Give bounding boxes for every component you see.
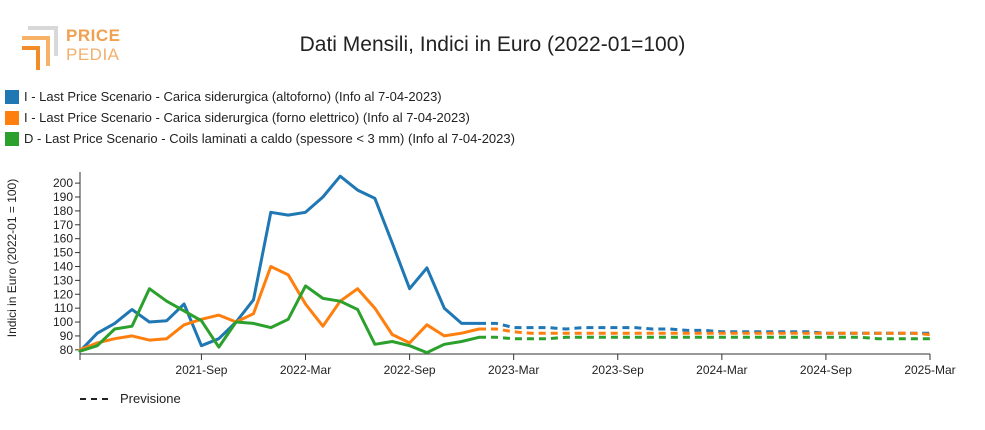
legend-item-coils[interactable]: D - Last Price Scenario - Coils laminati…	[5, 128, 515, 149]
legend-label-forno-elettrico: I - Last Price Scenario - Carica siderur…	[24, 110, 470, 125]
series-2-actual-line	[78, 284, 481, 355]
y-tick-label: 180	[53, 204, 73, 218]
series-2-forecast-line	[479, 335, 930, 341]
y-tick-label: 200	[53, 176, 73, 190]
y-tick-label: 150	[53, 246, 73, 260]
y-tick-label: 140	[53, 259, 73, 273]
y-tick-label: 160	[53, 232, 73, 246]
forecast-label: Previsione	[120, 391, 181, 406]
legend-label-altoforno: I - Last Price Scenario - Carica siderur…	[24, 89, 442, 104]
logo-text-pedia: PEDIA	[66, 45, 120, 64]
y-tick-label: 90	[60, 329, 74, 343]
y-tick-label: 190	[53, 190, 73, 204]
series-0-forecast-line	[479, 321, 930, 335]
y-tick-label: 120	[53, 287, 73, 301]
legend-label-coils: D - Last Price Scenario - Coils laminati…	[24, 131, 515, 146]
x-tick-label: 2025-Mar	[904, 363, 955, 377]
legend-item-altoforno[interactable]: I - Last Price Scenario - Carica siderur…	[5, 86, 515, 107]
x-tick-label: 2023-Mar	[488, 363, 539, 377]
series-1-actual-line	[78, 265, 481, 352]
series-1-forecast-line	[479, 327, 931, 336]
x-tick-label: 2022-Sep	[384, 363, 436, 377]
legend-swatch-forno-elettrico	[5, 110, 19, 125]
x-tick-label: 2024-Sep	[800, 363, 852, 377]
pricepedia-logo: PRICE PEDIA	[18, 24, 128, 74]
y-tick-label: 110	[54, 301, 73, 315]
forecast-dash-icon	[80, 397, 108, 400]
legend-swatch-altoforno	[5, 89, 19, 104]
logo-text-price: PRICE	[66, 26, 121, 45]
y-tick-label: 130	[53, 273, 73, 287]
chart-lines	[78, 174, 931, 355]
chart-legend: I - Last Price Scenario - Carica siderur…	[5, 86, 515, 149]
x-tick-label: 2022-Mar	[280, 363, 331, 377]
series-0-actual-line	[78, 174, 481, 353]
logo-mark-icon	[22, 26, 58, 70]
chart-title: Dati Mensili, Indici in Euro (2022-01=10…	[299, 33, 686, 56]
y-tick-label: 170	[53, 218, 73, 232]
x-tick-label: 2023-Sep	[592, 363, 644, 377]
forecast-legend: Previsione	[80, 391, 181, 406]
y-tick-label: 100	[53, 315, 73, 329]
x-tick-label: 2021-Sep	[175, 363, 227, 377]
legend-item-forno-elettrico[interactable]: I - Last Price Scenario - Carica siderur…	[5, 107, 515, 128]
x-tick-label: 2024-Mar	[696, 363, 747, 377]
y-tick-label: 80	[60, 343, 74, 357]
y-axis-label: Indici in Euro (2022-01 = 100)	[5, 179, 19, 337]
legend-swatch-coils	[5, 131, 19, 146]
